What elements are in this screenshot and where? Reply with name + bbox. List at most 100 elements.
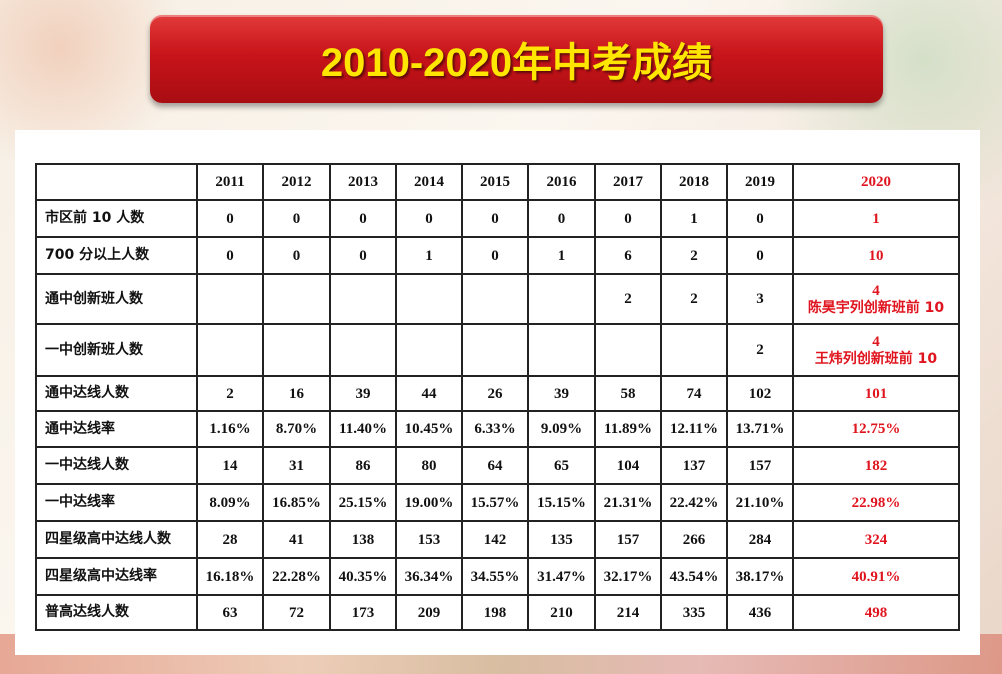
cell-value: 22.42% bbox=[669, 494, 719, 511]
year-header: 2017 bbox=[594, 163, 662, 201]
cell-value: 0 bbox=[491, 210, 499, 227]
cell-value: 4 bbox=[872, 333, 880, 350]
table-row: 市区前 10 人数 0 0 0 0 0 0 0 1 0 1 bbox=[35, 199, 960, 238]
value-cell: 0 bbox=[594, 199, 662, 238]
value-cell: 22.28% bbox=[262, 557, 331, 596]
cell-value: 13.71% bbox=[735, 421, 785, 437]
year-header: 2011 bbox=[196, 163, 264, 201]
value-cell: 40.91% bbox=[792, 557, 960, 596]
cell-value: 10 bbox=[868, 247, 884, 264]
value-cell: 15.15% bbox=[527, 483, 596, 522]
table-row: 通中创新班人数 2 2 3 4 陈昊宇列创新班前 10 bbox=[35, 273, 960, 325]
cell-value: 498 bbox=[864, 604, 888, 621]
value-cell: 10 bbox=[792, 236, 960, 275]
cell-value: 436 bbox=[748, 604, 772, 621]
value-cell: 0 bbox=[726, 199, 794, 238]
cell-value: 2 bbox=[756, 342, 764, 358]
year-header: 2013 bbox=[329, 163, 397, 201]
cell-value: 11.40% bbox=[339, 421, 387, 437]
value-cell: 11.89% bbox=[594, 410, 662, 448]
year-header: 2014 bbox=[395, 163, 463, 201]
value-cell: 19.00% bbox=[395, 483, 463, 522]
value-cell: 41 bbox=[262, 520, 331, 559]
value-cell: 1 bbox=[395, 236, 463, 275]
cell-value: 2 bbox=[624, 291, 632, 307]
value-cell: 13.71% bbox=[726, 410, 794, 448]
value-cell bbox=[262, 323, 331, 377]
value-cell: 80 bbox=[395, 446, 463, 485]
cell-value: 16.85% bbox=[272, 494, 321, 511]
cell-value: 153 bbox=[417, 531, 441, 548]
cell-value: 39 bbox=[554, 385, 569, 402]
cell-value: 0 bbox=[359, 210, 367, 227]
cell-value: 22.98% bbox=[851, 494, 901, 511]
value-cell: 101 bbox=[792, 375, 960, 412]
cell-value: 26 bbox=[487, 385, 503, 402]
value-cell: 72 bbox=[262, 594, 331, 631]
cell-value: 21.10% bbox=[735, 494, 785, 511]
cell-value: 138 bbox=[351, 531, 375, 548]
year-header: 2018 bbox=[660, 163, 728, 201]
cell-value: 72 bbox=[289, 604, 304, 621]
value-cell: 135 bbox=[527, 520, 596, 559]
cell-value: 0 bbox=[226, 210, 234, 227]
value-cell: 43.54% bbox=[660, 557, 728, 596]
value-cell: 153 bbox=[395, 520, 463, 559]
cell-value: 0 bbox=[425, 210, 433, 227]
value-cell: 0 bbox=[726, 236, 794, 275]
value-cell: 198 bbox=[461, 594, 529, 631]
table-row: 通中达线率 1.16% 8.70% 11.40% 10.45% 6.33% 9.09% 11.… bbox=[35, 410, 960, 448]
value-cell: 209 bbox=[395, 594, 463, 631]
cell-value: 41 bbox=[289, 531, 304, 548]
value-cell: 0 bbox=[461, 236, 529, 275]
cell-value: 1 bbox=[690, 210, 698, 227]
value-cell: 104 bbox=[594, 446, 662, 485]
value-cell: 8.09% bbox=[196, 483, 264, 522]
cell-value: 0 bbox=[226, 247, 234, 264]
cell-value: 142 bbox=[483, 531, 507, 548]
value-cell: 22.98% bbox=[792, 483, 960, 522]
value-cell: 74 bbox=[660, 375, 728, 412]
cell-value: 2 bbox=[226, 385, 234, 402]
year-header: 2020 bbox=[792, 163, 960, 201]
value-cell: 16.85% bbox=[262, 483, 331, 522]
year-header: 2016 bbox=[527, 163, 596, 201]
value-cell bbox=[660, 323, 728, 377]
value-cell: 86 bbox=[329, 446, 397, 485]
year-header: 2015 bbox=[461, 163, 529, 201]
value-cell: 44 bbox=[395, 375, 463, 412]
value-cell bbox=[329, 273, 397, 325]
cell-value: 15.15% bbox=[537, 494, 586, 511]
value-cell bbox=[196, 273, 264, 325]
cell-value: 101 bbox=[864, 385, 888, 402]
value-cell: 10.45% bbox=[395, 410, 463, 448]
value-cell: 173 bbox=[329, 594, 397, 631]
cell-value: 16 bbox=[289, 385, 304, 402]
value-cell: 16 bbox=[262, 375, 331, 412]
value-cell: 28 bbox=[196, 520, 264, 559]
cell-value: 40.35% bbox=[338, 568, 388, 585]
cell-value: 58 bbox=[620, 385, 636, 402]
value-cell: 39 bbox=[329, 375, 397, 412]
value-cell: 14 bbox=[196, 446, 264, 485]
cell-value: 44 bbox=[421, 385, 437, 402]
row-label: 通中创新班人数 bbox=[35, 273, 198, 325]
cell-value: 0 bbox=[491, 247, 499, 264]
row-label: 四星级高中达线率 bbox=[35, 557, 198, 596]
cell-value: 31 bbox=[289, 457, 304, 474]
cell-value: 135 bbox=[550, 531, 573, 548]
cell-value: 1 bbox=[557, 247, 566, 264]
value-cell: 138 bbox=[329, 520, 397, 559]
cell-value: 31.47% bbox=[537, 568, 586, 585]
value-cell bbox=[461, 323, 529, 377]
value-cell: 1 bbox=[527, 236, 596, 275]
value-cell: 26 bbox=[461, 375, 529, 412]
cell-value: 2 bbox=[690, 247, 698, 264]
cell-value: 335 bbox=[682, 604, 706, 621]
value-cell bbox=[527, 323, 596, 377]
cell-value: 38.17% bbox=[735, 568, 785, 585]
corner-cell bbox=[35, 163, 198, 201]
value-cell: 16.18% bbox=[196, 557, 264, 596]
row-label: 一中达线率 bbox=[35, 483, 198, 522]
cell-value: 137 bbox=[682, 457, 706, 474]
